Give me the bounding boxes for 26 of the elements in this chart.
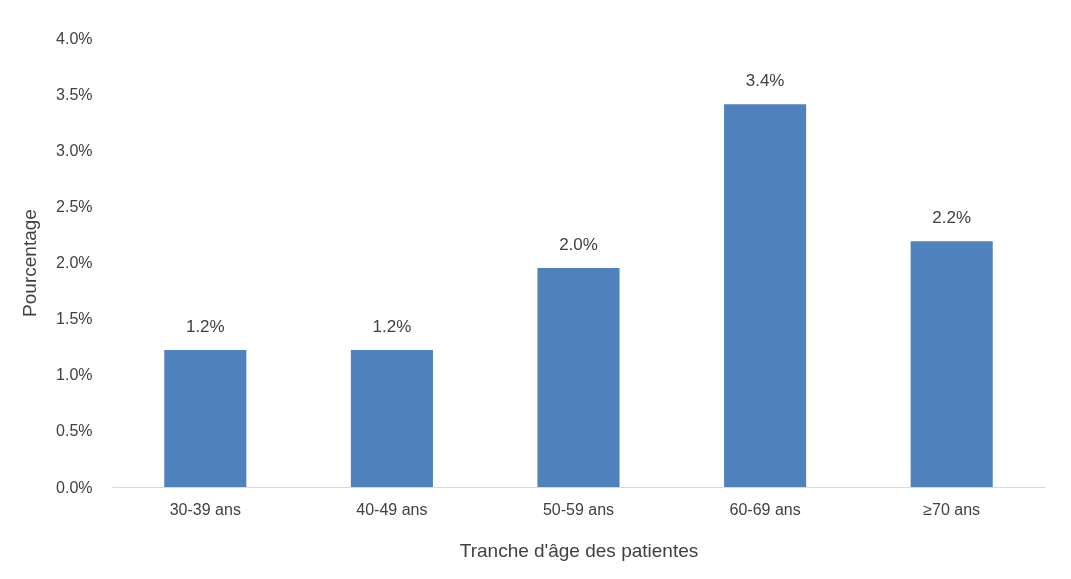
- bar: [164, 350, 247, 487]
- bar: [910, 241, 993, 487]
- data-label: 3.4%: [745, 71, 785, 91]
- y-tick-label: 2.0%: [56, 254, 93, 271]
- bar: [724, 104, 807, 487]
- y-tick-label: 1.5%: [56, 310, 93, 328]
- x-tick-label: 30-39 ans: [169, 500, 241, 518]
- bar: [537, 268, 620, 487]
- bar: [350, 350, 433, 487]
- x-tick-label: 40-49 ans: [356, 500, 428, 518]
- y-tick-label: 1.0%: [56, 366, 93, 384]
- y-tick-label: 0.5%: [56, 422, 93, 440]
- y-tick-label: 3.5%: [56, 85, 93, 103]
- y-axis-title: Pourcentage: [19, 209, 41, 317]
- y-tick-label: 4.0%: [56, 29, 93, 47]
- y-tick-label: 2.5%: [56, 197, 93, 215]
- x-axis-title: Tranche d'âge des patientes: [459, 539, 699, 561]
- y-tick-label: 3.0%: [56, 141, 93, 159]
- data-label: 2.2%: [932, 208, 972, 228]
- data-label: 1.2%: [372, 317, 412, 337]
- y-tick-label: 0.0%: [56, 478, 93, 496]
- data-label: 1.2%: [185, 317, 225, 337]
- x-tick-label: ≥70 ans: [923, 500, 981, 518]
- data-label: 2.0%: [559, 235, 598, 255]
- x-tick-label: 60-69 ans: [729, 500, 801, 518]
- x-tick-label: 50-59 ans: [542, 500, 615, 518]
